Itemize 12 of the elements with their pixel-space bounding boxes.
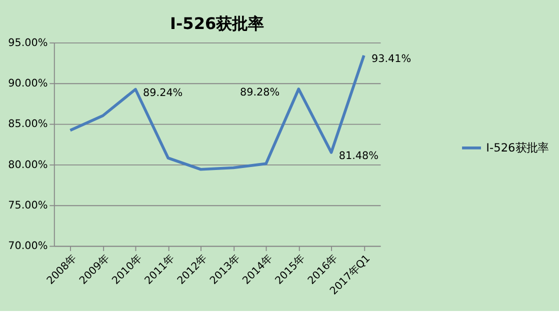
data-label: 93.41%: [371, 53, 412, 66]
data-label: 81.48%: [338, 150, 379, 162]
y-tick-label: 85.00%: [8, 118, 48, 130]
chart-title: I-526获批率: [170, 14, 264, 34]
data-label: 89.28%: [240, 86, 280, 99]
data-label: 89.24%: [143, 86, 183, 99]
legend-label: I-526获批率: [486, 140, 548, 155]
y-tick-label: 80.00%: [8, 158, 48, 171]
y-tick-label: 75.00%: [8, 199, 48, 212]
y-tick-label: 70.00%: [8, 240, 48, 252]
y-tick-label: 90.00%: [8, 77, 48, 90]
y-tick-label: 95.00%: [8, 36, 48, 49]
